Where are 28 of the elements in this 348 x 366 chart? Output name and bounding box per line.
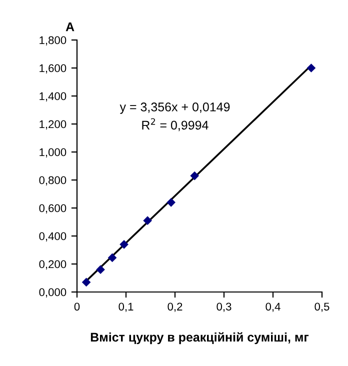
y-tick-label: 0,800 — [39, 176, 66, 186]
point — [190, 172, 199, 180]
x-axis-title: Вміст цукру в реакційній суміші, мг — [90, 332, 309, 344]
y-tick-label: 1,400 — [40, 92, 66, 102]
point — [307, 64, 316, 72]
annotation: R$^{2}$ = 0,9994 — [142, 118, 208, 132]
y-tick-label: 0,600 — [39, 204, 66, 214]
annotation: y = 3,356x + 0,0149 — [120, 102, 230, 114]
x-tick-label: 0,1 — [118, 302, 134, 312]
point — [120, 240, 128, 249]
y-tick-label: 0,200 — [39, 260, 66, 270]
point — [96, 265, 105, 274]
y-axis-title: A — [66, 22, 74, 32]
y-tick-label: 0,400 — [39, 232, 66, 242]
point — [143, 216, 152, 225]
x-tick-label: 0,4 — [266, 302, 280, 312]
y-tick-label: 1,200 — [40, 120, 66, 130]
y-tick-label: 1,800 — [40, 36, 66, 46]
x-tick-label: 0,2 — [168, 302, 182, 312]
x-tick-label: 0 — [74, 302, 80, 311]
point — [82, 278, 90, 286]
y-tick-label: 1,600 — [40, 64, 66, 74]
point — [166, 198, 176, 207]
y-tick-label: 1,000 — [40, 148, 66, 158]
x-tick-label: 0,5 — [314, 302, 330, 312]
x-tick-label: 0,3 — [216, 302, 232, 312]
point — [108, 254, 116, 262]
y-tick-label: 0,000 — [39, 288, 66, 298]
